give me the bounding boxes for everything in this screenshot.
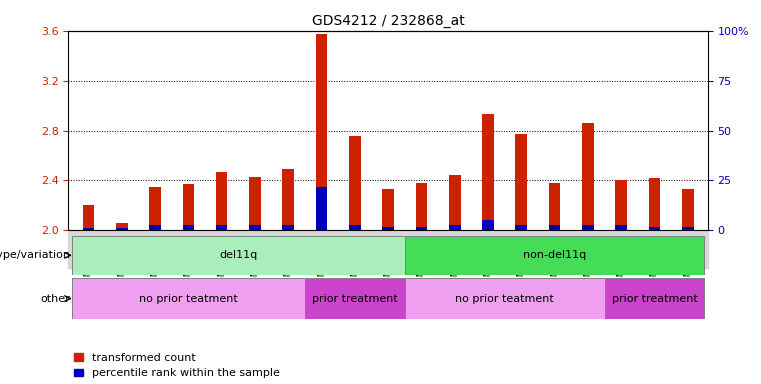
- Bar: [349, 136, 361, 230]
- Bar: [183, 225, 194, 230]
- Bar: [149, 187, 161, 230]
- Bar: [83, 228, 94, 230]
- Bar: [549, 225, 560, 230]
- Text: prior treatment: prior treatment: [312, 293, 398, 304]
- Text: non-del11q: non-del11q: [523, 250, 586, 260]
- Bar: [515, 225, 527, 230]
- Bar: [449, 175, 460, 230]
- Text: prior treatment: prior treatment: [612, 293, 697, 304]
- Text: no prior teatment: no prior teatment: [455, 293, 554, 304]
- Title: GDS4212 / 232868_at: GDS4212 / 232868_at: [312, 14, 464, 28]
- Bar: [83, 205, 94, 230]
- Bar: [382, 227, 394, 230]
- Bar: [72, 278, 305, 319]
- Bar: [616, 225, 627, 230]
- Bar: [149, 225, 161, 230]
- Bar: [72, 236, 405, 275]
- Bar: [316, 35, 327, 230]
- Bar: [416, 183, 427, 230]
- Bar: [682, 189, 693, 230]
- Text: del11q: del11q: [219, 250, 257, 260]
- Bar: [382, 189, 394, 230]
- Bar: [405, 236, 705, 275]
- Bar: [582, 123, 594, 230]
- Text: genotype/variation: genotype/variation: [0, 250, 70, 260]
- Bar: [216, 172, 228, 230]
- Bar: [648, 227, 661, 230]
- Bar: [549, 183, 560, 230]
- Bar: [682, 227, 693, 230]
- Legend: transformed count, percentile rank within the sample: transformed count, percentile rank withi…: [74, 353, 280, 379]
- Bar: [616, 180, 627, 230]
- Bar: [116, 228, 128, 230]
- Bar: [249, 177, 261, 230]
- Bar: [249, 225, 261, 230]
- Text: no prior teatment: no prior teatment: [139, 293, 237, 304]
- Bar: [282, 225, 294, 230]
- Bar: [482, 114, 494, 230]
- Bar: [416, 227, 427, 230]
- Bar: [183, 184, 194, 230]
- Bar: [405, 278, 604, 319]
- Bar: [515, 134, 527, 230]
- Bar: [604, 278, 705, 319]
- Bar: [216, 225, 228, 230]
- Bar: [349, 225, 361, 230]
- Text: other: other: [40, 293, 70, 304]
- Bar: [305, 278, 405, 319]
- Bar: [482, 220, 494, 230]
- Bar: [582, 225, 594, 230]
- Bar: [648, 178, 661, 230]
- Bar: [68, 230, 708, 268]
- Bar: [316, 187, 327, 230]
- Bar: [116, 223, 128, 230]
- Bar: [282, 169, 294, 230]
- Bar: [449, 225, 460, 230]
